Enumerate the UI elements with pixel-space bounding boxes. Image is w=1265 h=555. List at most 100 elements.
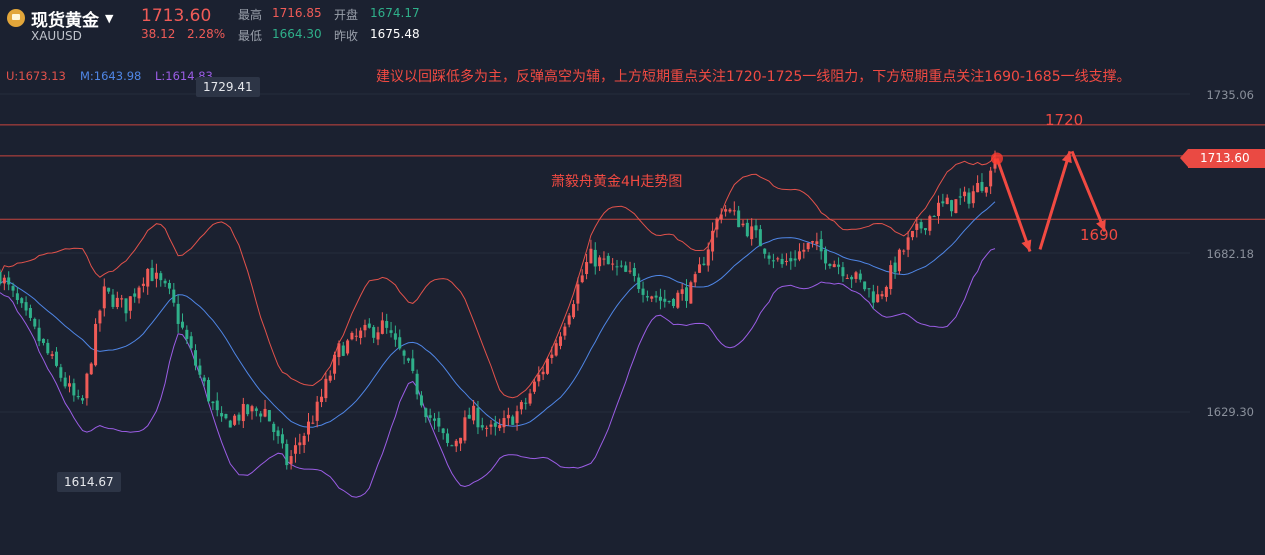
candle-body [81,398,85,401]
candle-body [493,422,497,427]
candle-body [832,264,836,268]
candle-body [880,294,884,297]
candle-body [450,445,454,447]
candle-body [476,407,480,428]
current-price-tag: 1713.60 [1180,149,1265,168]
candle-body [254,408,258,411]
candle-body [424,408,428,418]
low-label: 最低 [238,29,263,43]
instrument-selector[interactable]: 现货黄金 ▼ [31,6,113,31]
open-label: 开盘 [334,8,359,22]
candle-body [89,363,93,375]
candle-body [754,225,758,231]
candle-body [745,222,749,237]
level-1720-label: 1720 [1045,111,1084,129]
horizontal-levels [0,124,1265,220]
candle-body [285,443,289,466]
candle-body [324,378,328,399]
candle-body [337,343,341,358]
candle-body [506,414,510,419]
bollinger-bands [0,154,996,498]
candle-body [315,401,319,421]
candle-body [202,377,206,382]
candle-body [306,421,310,435]
arrow-head [1096,219,1106,232]
candle-body [685,287,689,301]
candle-body [663,298,667,302]
candle-body [715,218,719,230]
candle-body [589,248,593,264]
candle-body [771,260,775,262]
candle-body [598,257,602,267]
candle-body [559,336,563,346]
candle-body [459,437,463,444]
candle-body [68,383,72,387]
y-tick-label: 1735.06 [1206,88,1254,102]
candle-body [346,340,350,354]
candle-body [128,296,132,311]
open-value: 1674.17 [370,6,420,20]
current-price-glow [991,152,1003,165]
candle-body [98,310,102,324]
candle-body [763,248,767,254]
high-marker: 1729.41 [196,77,260,97]
candle-body [402,350,406,356]
candle-body [958,196,962,198]
candle-body [432,418,436,421]
candle-body [580,275,584,283]
candle-body [467,414,471,419]
candle-body [976,182,980,193]
candle-body [172,289,176,303]
candle-body [893,262,897,273]
candle-body [632,268,636,276]
candle-body [863,281,867,290]
candle-body [276,430,280,437]
candle-body [141,283,145,286]
candle-body [923,228,927,231]
candle-body [419,395,423,406]
candle-body [624,265,628,272]
candle-body [858,273,862,280]
candle-body [376,332,380,340]
candle-body [611,263,615,265]
candle-body [897,249,901,272]
candle-body [215,400,219,411]
level-1690-label: 1690 [1080,226,1119,244]
candle-body [485,427,489,429]
candle-body [567,315,571,325]
prev-close-value: 1675.48 [370,27,420,41]
lower-band-line [0,248,996,498]
candle-body [176,303,180,324]
candle-body [228,420,232,428]
candle-body [37,327,41,342]
upper-band-value: U:1673.13 [6,69,66,83]
candle-body [915,223,919,230]
candle-body [406,358,410,361]
candle-body [498,425,502,429]
instrument-symbol: XAUUSD [31,29,82,43]
candle-body [146,269,150,287]
candle-body [641,288,645,295]
candle-body [293,445,297,454]
candle-body [706,249,710,266]
candle-body [967,192,971,204]
candle-body [441,428,445,434]
candle-body [363,324,367,331]
candle-body [889,265,893,290]
candle-body [789,258,793,262]
candle-body [350,332,354,340]
candle-body [111,294,115,307]
candle-body [815,241,819,245]
candle-body [867,288,871,290]
candle-body [671,298,675,307]
candle-body [819,239,823,252]
prev-close-label: 昨收 [334,29,359,43]
candle-body [628,270,632,272]
candle-body [389,330,393,333]
candle-body [545,358,549,374]
candle-body [637,277,641,290]
candle-body [515,411,519,423]
candle-body [372,327,376,338]
candle-body [50,354,54,356]
low-value: 1664.30 [272,27,322,41]
